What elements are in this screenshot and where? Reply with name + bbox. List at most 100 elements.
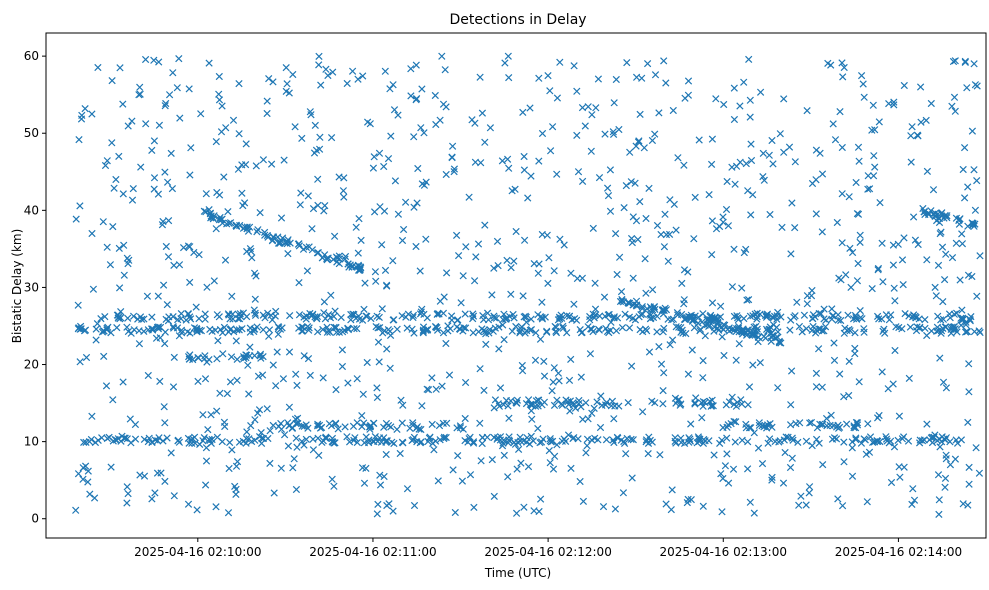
detection-point (309, 204, 318, 213)
detection-point (265, 332, 273, 340)
detection-point (774, 333, 782, 341)
detection-point (740, 314, 748, 323)
detection-point (305, 324, 313, 332)
detection-point (332, 324, 340, 332)
detection-point (310, 149, 319, 157)
detection-point (480, 386, 488, 395)
detection-point (156, 377, 164, 386)
detection-point (412, 424, 421, 432)
detection-point (691, 399, 699, 407)
detection-point (304, 192, 312, 200)
detection-point (254, 372, 263, 380)
detection-point (160, 403, 168, 411)
detection-point (923, 256, 931, 264)
detection-point (418, 180, 426, 188)
detection-point (754, 333, 763, 341)
detection-point (645, 433, 653, 441)
detection-point (448, 142, 457, 150)
detection-point (483, 309, 492, 317)
detection-point (740, 327, 748, 335)
detection-point (280, 156, 288, 164)
detection-point (332, 385, 340, 394)
detection-point (410, 133, 418, 141)
detection-point (767, 337, 775, 346)
detection-point (645, 184, 653, 193)
detection-point (817, 310, 825, 318)
detection-point (690, 316, 698, 324)
detection-point (665, 230, 674, 239)
detection-point (209, 213, 217, 222)
detection-point (354, 75, 362, 83)
detection-point (595, 173, 604, 182)
detection-point (878, 239, 886, 247)
detection-point (930, 433, 938, 441)
detection-point (89, 285, 98, 293)
detection-point (789, 436, 797, 444)
detection-point (669, 106, 677, 115)
detection-point (723, 450, 731, 458)
detection-point (394, 210, 403, 218)
detection-point (644, 439, 653, 448)
detection-point (571, 404, 580, 412)
detection-point (815, 309, 823, 318)
detection-point (302, 435, 310, 444)
detection-point (124, 314, 132, 322)
detection-point (323, 328, 332, 336)
detection-point (588, 436, 596, 444)
detection-point (941, 483, 949, 491)
detection-point (632, 217, 641, 225)
detection-point (161, 328, 169, 336)
detection-point (923, 420, 931, 428)
detection-point (199, 437, 207, 445)
detection-point (115, 284, 124, 292)
detection-point (626, 148, 634, 156)
detection-point (527, 432, 535, 441)
detection-point (559, 322, 567, 331)
detection-point (253, 228, 261, 236)
detection-point (546, 87, 554, 95)
detection-point (244, 227, 253, 235)
detection-point (559, 324, 567, 332)
detection-point (459, 272, 467, 280)
detection-point (409, 313, 417, 322)
detection-point (860, 93, 868, 101)
detection-point (606, 207, 615, 215)
detection-point (119, 378, 127, 386)
detection-point (498, 442, 507, 450)
detection-point (558, 401, 566, 409)
detection-point (786, 421, 795, 429)
detection-point (187, 144, 195, 152)
detection-point (176, 114, 184, 122)
detection-point (200, 207, 208, 215)
detection-point (338, 346, 347, 354)
detection-point (528, 415, 536, 423)
detection-point (543, 328, 551, 336)
detection-point (747, 140, 755, 148)
detection-point (746, 312, 755, 320)
detection-point (584, 415, 592, 423)
detection-point (791, 158, 799, 166)
detection-point (550, 452, 559, 460)
detection-point (816, 149, 824, 157)
detection-point (687, 420, 695, 428)
detection-point (141, 55, 150, 64)
detection-point (826, 421, 834, 430)
detection-point (380, 423, 388, 431)
detection-point (884, 385, 892, 393)
detection-point (964, 183, 972, 191)
detection-point (99, 327, 107, 335)
detection-point (747, 156, 756, 165)
detection-point (906, 323, 915, 331)
detection-point (76, 358, 84, 366)
detection-point (529, 437, 537, 445)
detection-point (436, 297, 444, 305)
detection-point (851, 349, 859, 358)
detection-point (277, 425, 286, 433)
detection-point (401, 198, 410, 206)
detection-point (909, 485, 917, 493)
detection-point (931, 283, 939, 292)
detection-point (505, 73, 513, 82)
detection-point (347, 310, 355, 319)
detection-point (840, 458, 848, 466)
detection-point (202, 190, 210, 198)
